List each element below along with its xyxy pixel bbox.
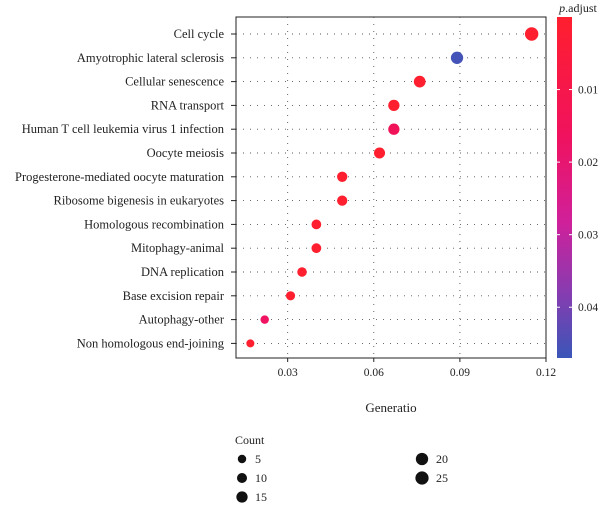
data-point (297, 267, 307, 277)
size-legend-label: 5 (255, 452, 261, 466)
y-tick-label: Cellular senescence (125, 75, 224, 89)
size-legend-label: 15 (255, 490, 267, 504)
data-point (373, 147, 386, 159)
y-tick-label: Base excision repair (123, 289, 225, 303)
x-tick-label: 0.09 (450, 367, 470, 379)
data-point (413, 75, 426, 88)
size-legend-dot (236, 472, 248, 484)
y-tick-label: DNA replication (141, 265, 225, 279)
size-legend-dot (415, 452, 429, 466)
size-legend: Count 5 10 15 20 25 (235, 433, 448, 504)
data-point (388, 123, 400, 135)
y-tick-label: RNA transport (151, 98, 225, 112)
data-point (337, 195, 348, 206)
size-legend-label: 10 (255, 471, 267, 485)
size-legend-dot (236, 491, 248, 503)
color-bar-tick-label: 0.02 (578, 157, 598, 169)
data-point (260, 315, 269, 324)
x-axis-title: Generatio (365, 400, 416, 415)
plot-border (235, 16, 547, 359)
y-tick-label: Progesterone-mediated oocyte maturation (15, 170, 225, 184)
data-point (285, 291, 296, 301)
y-tick-label: Homologous recombination (84, 217, 225, 231)
data-point (311, 219, 322, 230)
color-bar-tick-label: 0.01 (578, 85, 598, 97)
x-tick-label: 0.03 (278, 367, 298, 379)
x-tick-label: 0.12 (536, 367, 556, 379)
data-point (450, 51, 464, 64)
size-legend-label: 20 (436, 452, 448, 466)
y-tick-label: Oocyte meiosis (147, 146, 225, 160)
data-point (311, 243, 322, 254)
color-legend: p.adjust 0.01 0.02 0.03 0.04 (557, 1, 598, 358)
y-tick-label: Ribosome bigenesis in eukaryotes (54, 194, 225, 208)
color-bar-ticks: 0.01 0.02 0.03 0.04 (557, 85, 598, 314)
plot-panel (235, 16, 547, 359)
y-tick-label: Mitophagy-animal (131, 241, 225, 255)
data-point (524, 27, 539, 41)
x-tick-label: 0.06 (364, 367, 384, 379)
x-axis-ticks: 0.03 0.06 0.09 0.12 (278, 358, 556, 379)
color-legend-title: p.adjust (558, 1, 597, 15)
size-legend-dot (237, 454, 247, 464)
y-axis-labels: Cell cycle Amyotrophic lateral sclerosis C… (15, 27, 236, 350)
y-tick-label: Amyotrophic lateral sclerosis (77, 51, 224, 65)
size-legend-title: Count (235, 433, 265, 447)
y-tick-label: Autophagy-other (139, 313, 225, 327)
y-tick-label: Non homologous end-joining (77, 336, 225, 350)
data-points (246, 27, 539, 348)
y-tick-label: Human T cell leukemia virus 1 infection (22, 122, 225, 136)
color-bar-tick-label: 0.03 (578, 230, 598, 242)
data-point (246, 339, 255, 348)
y-tick-label: Cell cycle (174, 27, 225, 41)
size-legend-dot (415, 471, 429, 485)
data-point (337, 171, 348, 182)
color-bar (557, 17, 572, 358)
color-bar-tick-label: 0.04 (578, 302, 598, 314)
data-point (388, 99, 400, 112)
size-legend-label: 25 (436, 471, 448, 485)
